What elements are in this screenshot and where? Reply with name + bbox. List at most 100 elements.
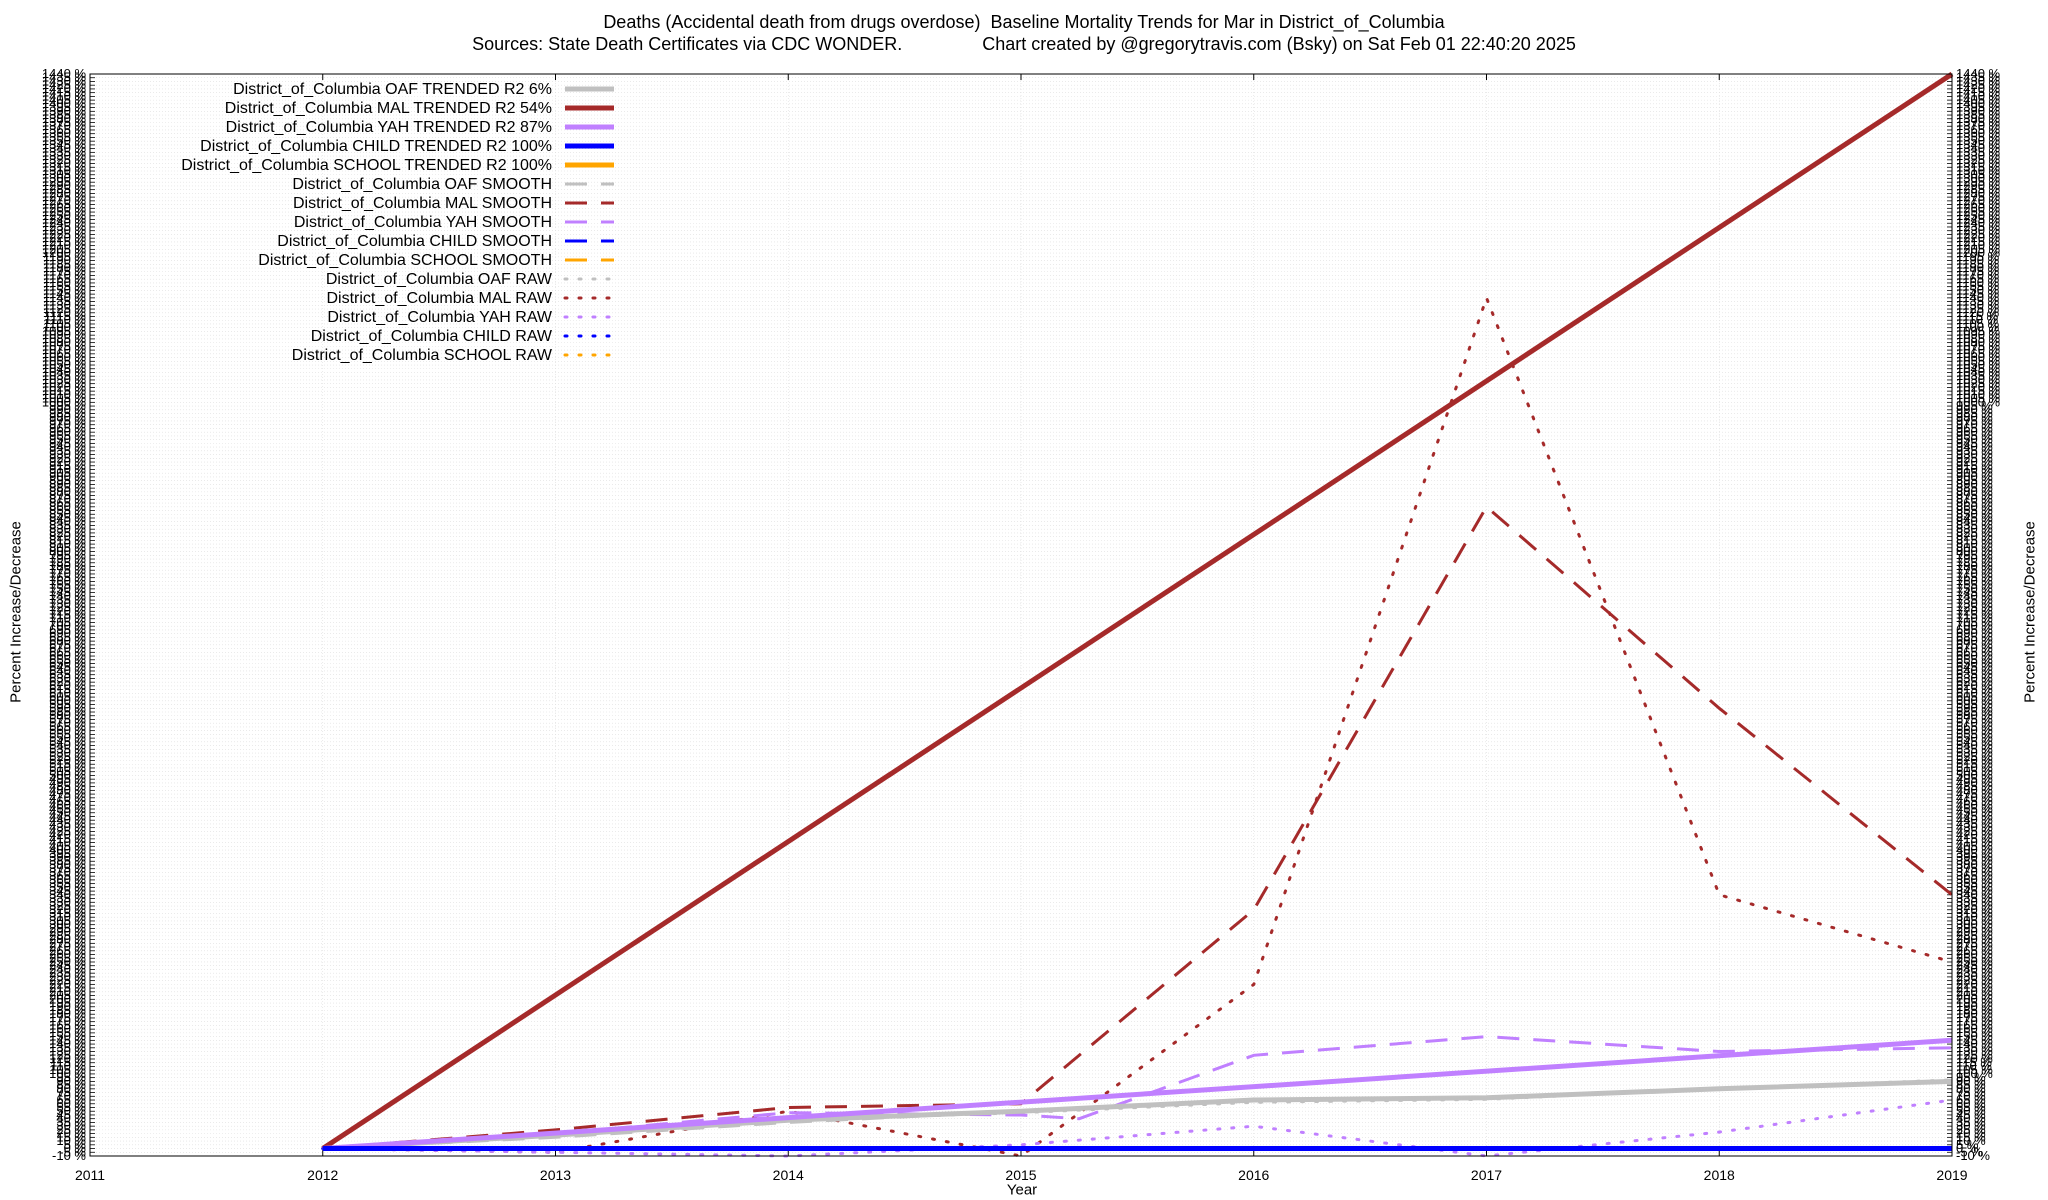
plot-frame: [89, 73, 1953, 1157]
y-tick-label: 1440 %: [1956, 66, 2001, 81]
y-tick-label: 1215 %: [1956, 234, 2001, 249]
y-tick-label: 165 %: [1956, 1017, 1993, 1032]
y-tick-label: 940 %: [49, 439, 86, 454]
y-tick-label: 1255 %: [1956, 204, 2001, 219]
y-tick-label: 975 %: [1956, 413, 1993, 428]
y-tick-label: 1300 %: [42, 170, 87, 185]
y-tick-label: 285 %: [1956, 928, 1993, 943]
y-tick-label: 1325 %: [42, 152, 87, 167]
y-tick-label: 610 %: [49, 685, 86, 700]
y-tick-label: 15 %: [1956, 1129, 1986, 1144]
y-tick-label: 935 %: [1956, 443, 1993, 458]
y-tick-label: 1030 %: [1956, 372, 2001, 387]
y-tick-label: 700 %: [1956, 618, 1993, 633]
y-tick-label: 370 %: [49, 864, 86, 879]
y-tick-label: 130 %: [1956, 1044, 1993, 1059]
y-tick-label: 190 %: [1956, 999, 1993, 1014]
y-tick-label: 1395 %: [42, 100, 87, 115]
y-tick-label: 750 %: [49, 581, 86, 596]
y-tick-label: 675 %: [1956, 637, 1993, 652]
y-tick-label: 260 %: [1956, 947, 1993, 962]
y-tick-label: 215 %: [49, 980, 86, 995]
y-tick-label: 570 %: [49, 715, 86, 730]
y-tick-label: 720 %: [49, 603, 86, 618]
y-tick-label: 745 %: [49, 585, 86, 600]
y-tick-label: 315 %: [1956, 905, 1993, 920]
y-tick-label: 360 %: [49, 872, 86, 887]
y-tick-label: 1235 %: [1956, 219, 2001, 234]
series-line: [321, 293, 1954, 1158]
y-tick-label: 1005 %: [1956, 391, 2001, 406]
y-tick-label: 585 %: [49, 704, 86, 719]
y-tick-label: 650 %: [1956, 656, 1993, 671]
y-tick-label: 620 %: [1956, 678, 1993, 693]
y-tick-label: 1420 %: [1956, 81, 2001, 96]
y-tick-label: -5 %: [1956, 1144, 1983, 1159]
y-tick-label: 305 %: [49, 913, 86, 928]
y-tick-label: 0 %: [1956, 1141, 1979, 1156]
y-tick-label: 75 %: [1956, 1085, 1986, 1100]
y-tick-label: 1155 %: [1956, 279, 2000, 294]
y-tick-label: 370 %: [1956, 864, 1993, 879]
y-tick-label: 935 %: [49, 443, 86, 458]
y-tick-label: 195 %: [1956, 995, 1993, 1010]
y-tick-label: 310 %: [1956, 909, 1993, 924]
y-tick-label: 570 %: [1956, 715, 1993, 730]
y-tick-label: 660 %: [1956, 648, 1993, 663]
y-tick-label: 1175 %: [43, 264, 87, 279]
y-tick-label: 20 %: [56, 1126, 86, 1141]
y-tick-label: 35 %: [56, 1114, 86, 1129]
y-tick-label: 470 %: [49, 790, 86, 805]
y-tick-label: 1015 %: [1956, 383, 2001, 398]
y-tick-label: 670 %: [49, 641, 86, 656]
y-tick-label: 390 %: [49, 850, 86, 865]
y-tick-label: 1200 %: [1956, 245, 2001, 260]
y-tick-label: 1210 %: [42, 238, 87, 253]
y-tick-label: 250 %: [1956, 954, 1993, 969]
legend-label: District_of_Columbia YAH RAW: [327, 309, 553, 326]
y-tick-label: 400 %: [1956, 842, 1993, 857]
y-tick-label: 1330 %: [1956, 148, 2001, 163]
y-tick-label: 155 %: [49, 1025, 86, 1040]
y-tick-label: 1355 %: [42, 129, 87, 144]
y-tick-label: 590 %: [49, 700, 86, 715]
y-tick-label: 425 %: [49, 823, 86, 838]
y-tick-label: 265 %: [49, 943, 86, 958]
y-tick-label: 970 %: [1956, 417, 1993, 432]
y-tick-label: 960 %: [1956, 424, 1993, 439]
y-tick-label: 1105 %: [43, 316, 87, 331]
y-tick-label: 830 %: [1956, 521, 1993, 536]
y-tick-label: 1195 %: [43, 249, 87, 264]
y-tick-label: 430 %: [49, 820, 86, 835]
y-axis-label-left: Percent Increase/Decrease: [7, 521, 25, 703]
y-tick-label: 290 %: [1956, 924, 1993, 939]
y-tick-label: 380 %: [1956, 857, 1993, 872]
y-tick-label: 1360 %: [1956, 126, 2001, 141]
y-tick-label: 1000 %: [1956, 394, 2001, 409]
y-tick-label: 905 %: [1956, 465, 1993, 480]
y-tick-label: 1250 %: [42, 208, 87, 223]
y-tick-label: 1075 %: [42, 338, 87, 353]
y-tick-label: 90 %: [56, 1073, 86, 1088]
y-tick-label: 1380 %: [42, 111, 87, 126]
x-tick-label: 2016: [1238, 1167, 1269, 1183]
y-tick-label: 500 %: [49, 767, 86, 782]
y-tick-label: 395 %: [49, 846, 86, 861]
y-tick-label: 1030 %: [42, 372, 87, 387]
y-tick-label: 560 %: [49, 723, 86, 738]
y-tick-label: 765 %: [49, 570, 86, 585]
y-tick-label: 1095 %: [1956, 323, 2001, 338]
y-tick-label: 1160 %: [1956, 275, 2000, 290]
y-tick-label: 1280 %: [42, 185, 87, 200]
y-tick-label: 435 %: [1956, 816, 1993, 831]
y-tick-label: 480 %: [1956, 782, 1993, 797]
y-tick-label: 580 %: [49, 708, 86, 723]
y-tick-label: 5 %: [64, 1137, 87, 1152]
y-tick-label: 495 %: [49, 771, 86, 786]
x-axis-label: Year: [1006, 1181, 1038, 1199]
y-tick-label: 455 %: [49, 801, 86, 816]
legend-label: District_of_Columbia MAL SMOOTH: [293, 195, 552, 212]
y-tick-label: 1275 %: [42, 189, 87, 204]
y-tick-label: 735 %: [1956, 592, 1993, 607]
y-tick-label: 635 %: [49, 667, 86, 682]
